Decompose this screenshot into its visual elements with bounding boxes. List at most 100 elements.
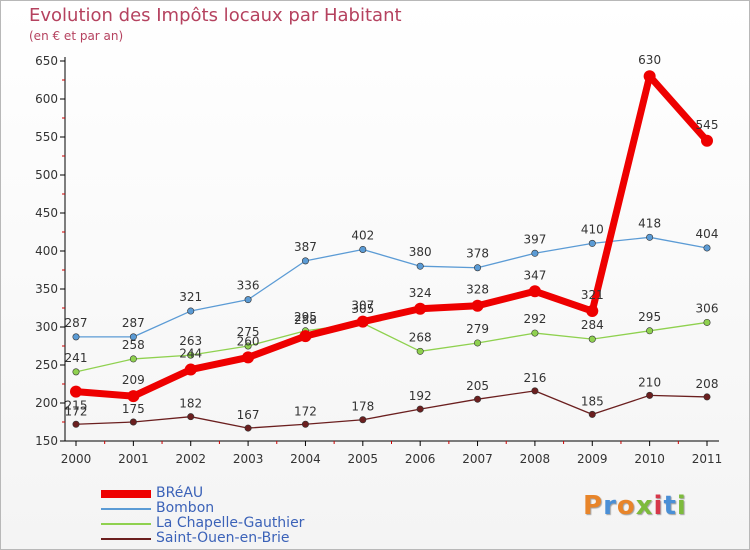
data-label: 402 — [351, 228, 374, 242]
data-point — [414, 302, 427, 315]
data-point — [531, 249, 539, 257]
data-label: 324 — [409, 286, 432, 300]
data-label: 630 — [638, 53, 661, 67]
series-line-0 — [75, 72, 710, 400]
y-tick-label: 500 — [35, 168, 58, 182]
data-label: 172 — [65, 404, 88, 418]
data-label: 295 — [638, 310, 661, 324]
data-point — [356, 315, 369, 328]
x-tick-label: 2003 — [233, 452, 264, 466]
data-point — [129, 355, 137, 363]
data-point — [127, 390, 140, 403]
data-point — [646, 391, 654, 399]
data-label: 244 — [179, 347, 202, 361]
data-label: 380 — [409, 245, 432, 259]
data-label: 268 — [409, 330, 432, 344]
y-tick-label: 650 — [35, 54, 58, 68]
y-tick-label: 250 — [35, 358, 58, 372]
y-tick-label: 550 — [35, 130, 58, 144]
data-point — [531, 387, 539, 395]
data-label: 167 — [237, 408, 260, 422]
data-point — [129, 333, 137, 341]
data-label: 336 — [237, 279, 260, 293]
data-label: 305 — [351, 302, 374, 316]
data-label: 192 — [409, 389, 432, 403]
data-label: 216 — [523, 371, 546, 385]
legend-swatch — [101, 538, 151, 540]
logo-letter: r — [603, 491, 617, 521]
data-label: 172 — [294, 404, 317, 418]
legend-label: Saint-Ouen-en-Brie — [156, 530, 290, 546]
chart-title: Evolution des Impôts locaux par Habitant — [29, 5, 402, 26]
data-label: 260 — [237, 334, 260, 348]
data-label: 208 — [696, 377, 719, 391]
logo-letter: t — [663, 491, 677, 521]
data-label: 241 — [65, 351, 88, 365]
data-point — [416, 262, 424, 270]
data-label: 258 — [122, 338, 145, 352]
data-point — [359, 416, 367, 424]
data-label: 284 — [581, 318, 604, 332]
data-label: 287 — [122, 316, 145, 330]
data-label: 347 — [523, 268, 546, 282]
data-label: 404 — [696, 227, 719, 241]
chart-subtitle: (en € et par an) — [29, 29, 124, 43]
data-point — [72, 333, 80, 341]
logo-letter: i — [676, 491, 687, 521]
data-label: 321 — [179, 290, 202, 304]
data-label: 215 — [65, 399, 88, 413]
series-line-3 — [75, 390, 708, 429]
data-point — [474, 339, 482, 347]
data-point — [474, 395, 482, 403]
data-point — [528, 285, 541, 298]
data-label: 178 — [351, 400, 374, 414]
data-point — [299, 330, 312, 343]
data-point — [703, 244, 711, 252]
data-label: 287 — [65, 316, 88, 330]
data-label: 288 — [294, 313, 317, 327]
data-label: 210 — [638, 375, 661, 389]
data-point — [416, 347, 424, 355]
legend-label: BRéAU — [156, 485, 204, 501]
data-label: 182 — [179, 397, 202, 411]
data-point — [301, 257, 309, 265]
data-label: 545 — [696, 118, 719, 132]
data-label: 209 — [122, 373, 145, 387]
series-line-2 — [75, 321, 708, 373]
data-point — [643, 70, 656, 83]
x-tick-label: 2008 — [520, 452, 551, 466]
x-tick-label: 2011 — [692, 452, 723, 466]
logo-letter: x — [635, 491, 654, 521]
y-tick-label: 600 — [35, 92, 58, 106]
series-line-1 — [76, 236, 708, 338]
x-tick-label: 2007 — [462, 452, 493, 466]
data-label: 175 — [122, 402, 145, 416]
data-label: 292 — [523, 312, 546, 326]
logo-letter: P — [583, 491, 604, 521]
data-point — [416, 405, 424, 413]
data-point — [586, 305, 599, 318]
data-label: 263 — [179, 334, 202, 348]
legend-swatch — [101, 523, 151, 525]
data-point — [129, 418, 137, 426]
data-point — [72, 420, 80, 428]
data-point — [242, 351, 255, 364]
data-point — [471, 299, 484, 312]
legend-swatch — [101, 490, 151, 498]
data-point — [301, 420, 309, 428]
logo-letter: o — [616, 491, 636, 521]
data-point — [703, 318, 711, 326]
y-tick-label: 400 — [35, 244, 58, 258]
data-label: 275 — [237, 325, 260, 339]
data-point — [701, 134, 713, 147]
data-label: 185 — [581, 394, 604, 408]
x-tick-label: 2000 — [61, 452, 92, 466]
data-label: 378 — [466, 247, 489, 261]
x-tick-label: 2004 — [290, 452, 321, 466]
x-tick-label: 2001 — [118, 452, 149, 466]
data-label: 279 — [466, 322, 489, 336]
data-label: 397 — [523, 232, 546, 246]
data-point — [646, 233, 654, 241]
y-tick-label: 200 — [35, 396, 58, 410]
data-point — [359, 245, 367, 253]
